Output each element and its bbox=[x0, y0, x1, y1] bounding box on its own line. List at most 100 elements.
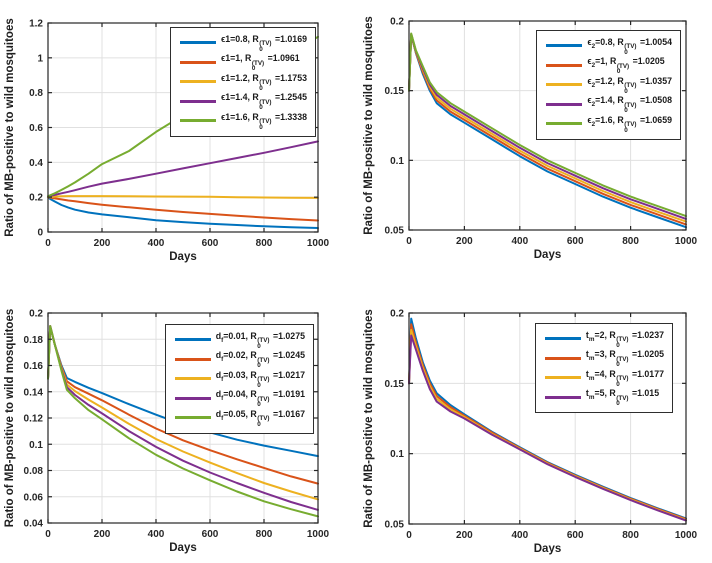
legend: ϵ2=0.8, R (TV) 0 =1.0054 ϵ2=1, R (TV) 0 =1.02… bbox=[536, 30, 681, 140]
y-tick-label: 0.1 bbox=[29, 440, 43, 451]
legend: ϵ1=0.8, R (TV) 0 =1.0169 ϵ1=1, R (TV) 0 =1.09… bbox=[170, 27, 316, 137]
legend-entry: tm=4, R (TV) 0 =1.0177 bbox=[544, 368, 664, 388]
r0-tv-superscript-subscript: (TV) 0 bbox=[259, 118, 272, 131]
x-tick-label: 0 bbox=[406, 530, 412, 541]
legend-line-sample bbox=[544, 356, 581, 360]
r0-tv-superscript-subscript: (TV) 0 bbox=[616, 355, 629, 368]
legend-label: ϵ1=1.2, R (TV) 0 =1.1753 bbox=[221, 72, 307, 92]
y-tick-label: 0.2 bbox=[29, 309, 43, 320]
x-tick-label: 400 bbox=[511, 530, 528, 541]
y-tick-label: 0.08 bbox=[24, 466, 44, 477]
legend-entry: ϵ2=0.8, R (TV) 0 =1.0054 bbox=[546, 36, 672, 56]
r0-tv-superscript-subscript: (TV) 0 bbox=[616, 62, 630, 75]
y-tick-label: 0.1 bbox=[390, 156, 404, 167]
x-tick-label: 600 bbox=[202, 529, 219, 540]
x-tick-label: 200 bbox=[456, 236, 473, 247]
y-axis-label: Ratio of MB-positive to wild mosquitoes bbox=[4, 309, 16, 528]
legend-label: ϵ1=1, R (TV) 0 =1.0961 bbox=[221, 53, 300, 72]
series-tm-5 bbox=[408, 334, 687, 522]
y-axis-label: Ratio of MB-positive to wild mosquitoes bbox=[4, 18, 16, 237]
x-tick-label: 800 bbox=[622, 236, 639, 247]
y-tick-label: 1.2 bbox=[29, 19, 43, 30]
legend-entry: df=0.03, R (TV) 0 =1.0217 bbox=[174, 369, 305, 389]
legend-label: df=0.01, R (TV) 0 =1.0275 bbox=[215, 330, 305, 350]
legend: df=0.01, R (TV) 0 =1.0275 df=0.02, R (TV) 0 =… bbox=[164, 324, 314, 434]
legend-entry: ϵ1=1.6, R (TV) 0 =1.3338 bbox=[180, 111, 307, 131]
x-tick-label: 800 bbox=[622, 530, 639, 541]
legend-line-sample bbox=[546, 83, 583, 87]
series-epsilon1-1.4 bbox=[47, 140, 319, 198]
legend-label: ϵ1=1.4, R (TV) 0 =1.2545 bbox=[221, 92, 307, 111]
legend-entry: df=0.01, R (TV) 0 =1.0275 bbox=[174, 330, 305, 350]
legend-entry: tm=2, R (TV) 0 =1.0237 bbox=[544, 329, 664, 349]
y-tick-label: 0.15 bbox=[385, 379, 405, 390]
legend-line-sample bbox=[546, 44, 583, 48]
x-tick-label: 600 bbox=[202, 238, 219, 249]
x-tick-label: 400 bbox=[148, 529, 165, 540]
legend-entry: df=0.04, R (TV) 0 =1.0191 bbox=[174, 389, 305, 409]
series-epsilon1-1 bbox=[47, 196, 319, 222]
y-tick-label: 0.1 bbox=[390, 449, 404, 460]
series-epsilon1-0.8 bbox=[47, 196, 319, 229]
plot-area: 0 200 400 600 800 1000 0.05 0.1 0.15 0.2 Days Ratio… bbox=[363, 309, 698, 556]
legend-line-sample bbox=[174, 377, 211, 381]
r0-tv-superscript-subscript: (TV) 0 bbox=[624, 43, 637, 56]
legend-entry: tm=5, R (TV) 0 =1.015 bbox=[544, 388, 664, 408]
r0-tv-superscript-subscript: (TV) 0 bbox=[257, 395, 270, 408]
series-df-0.05 bbox=[47, 325, 319, 518]
y-tick-label: 0.15 bbox=[385, 86, 405, 97]
x-tick-label: 1000 bbox=[307, 529, 330, 540]
x-axis-label: Days bbox=[169, 251, 197, 263]
y-tick-label: 0.8 bbox=[29, 88, 43, 99]
plot-area: 0 200 400 600 800 1000 0.05 0.1 0.15 0.2 Days Ratio… bbox=[363, 16, 698, 261]
r0-tv-superscript-subscript: (TV) 0 bbox=[257, 356, 270, 369]
r0-tv-superscript-subscript: (TV) 0 bbox=[259, 98, 272, 111]
legend-label: ϵ1=0.8, R (TV) 0 =1.0169 bbox=[221, 33, 307, 53]
legend-line-sample bbox=[544, 395, 581, 399]
legend-label: df=0.05, R (TV) 0 =1.0167 bbox=[215, 408, 305, 428]
legend-label: ϵ2=1.6, R (TV) 0 =1.0659 bbox=[587, 114, 672, 134]
r0-tv-superscript-subscript: (TV) 0 bbox=[257, 415, 270, 428]
r0-tv-superscript-subscript: (TV) 0 bbox=[259, 40, 272, 53]
x-tick-label: 600 bbox=[567, 530, 584, 541]
legend-entry: tm=3, R (TV) 0 =1.0205 bbox=[544, 349, 664, 369]
x-tick-label: 0 bbox=[406, 236, 412, 247]
y-tick-label: 0.05 bbox=[385, 226, 405, 237]
subplot-top-left: 0 200 400 600 800 1000 0 0.2 0.4 0.6 0.8 1 1.2 Days Ra… bbox=[0, 0, 356, 281]
x-tick-label: 400 bbox=[511, 236, 528, 247]
legend-label: tm=4, R (TV) 0 =1.0177 bbox=[585, 368, 664, 388]
legend-label: ϵ1=1.6, R (TV) 0 =1.3338 bbox=[221, 111, 307, 131]
y-tick-label: 0.05 bbox=[385, 520, 405, 531]
x-axis-label: Days bbox=[534, 543, 562, 555]
x-tick-label: 400 bbox=[148, 238, 165, 249]
r0-tv-superscript-subscript: (TV) 0 bbox=[616, 375, 629, 388]
legend-label: tm=5, R (TV) 0 =1.015 bbox=[585, 388, 660, 407]
x-tick-label: 0 bbox=[45, 238, 51, 249]
legend-line-sample bbox=[180, 119, 217, 123]
x-tick-label: 600 bbox=[567, 236, 584, 247]
legend: tm=2, R (TV) 0 =1.0237 tm=3, R (TV) 0 =1.0205… bbox=[534, 323, 673, 413]
r0-tv-superscript-subscript: (TV) 0 bbox=[257, 376, 270, 389]
legend-line-sample bbox=[174, 338, 211, 342]
x-tick-label: 200 bbox=[456, 530, 473, 541]
legend-line-sample bbox=[174, 357, 211, 361]
r0-tv-superscript-subscript: (TV) 0 bbox=[624, 101, 637, 114]
r0-tv-superscript-subscript: (TV) 0 bbox=[616, 336, 629, 349]
x-tick-label: 200 bbox=[94, 529, 111, 540]
legend-label: df=0.02, R (TV) 0 =1.0245 bbox=[215, 350, 305, 369]
legend-entry: ϵ1=1.4, R (TV) 0 =1.2545 bbox=[180, 92, 307, 112]
r0-tv-superscript-subscript: (TV) 0 bbox=[257, 337, 270, 350]
x-axis-label: Days bbox=[169, 542, 197, 554]
r0-tv-superscript-subscript: (TV) 0 bbox=[624, 82, 637, 95]
x-tick-label: 800 bbox=[256, 238, 273, 249]
legend-label: df=0.03, R (TV) 0 =1.0217 bbox=[215, 369, 305, 389]
legend-entry: ϵ1=1.2, R (TV) 0 =1.1753 bbox=[180, 72, 307, 92]
y-tick-label: 0.2 bbox=[29, 193, 43, 204]
y-axis-label: Ratio of MB-positive to wild mosquitoes bbox=[363, 309, 375, 528]
r0-tv-superscript-subscript: (TV) 0 bbox=[616, 394, 629, 407]
legend-line-sample bbox=[180, 41, 217, 45]
r0-tv-superscript-subscript: (TV) 0 bbox=[251, 59, 265, 72]
legend-line-sample bbox=[546, 63, 583, 67]
y-tick-label: 0.2 bbox=[390, 17, 404, 28]
